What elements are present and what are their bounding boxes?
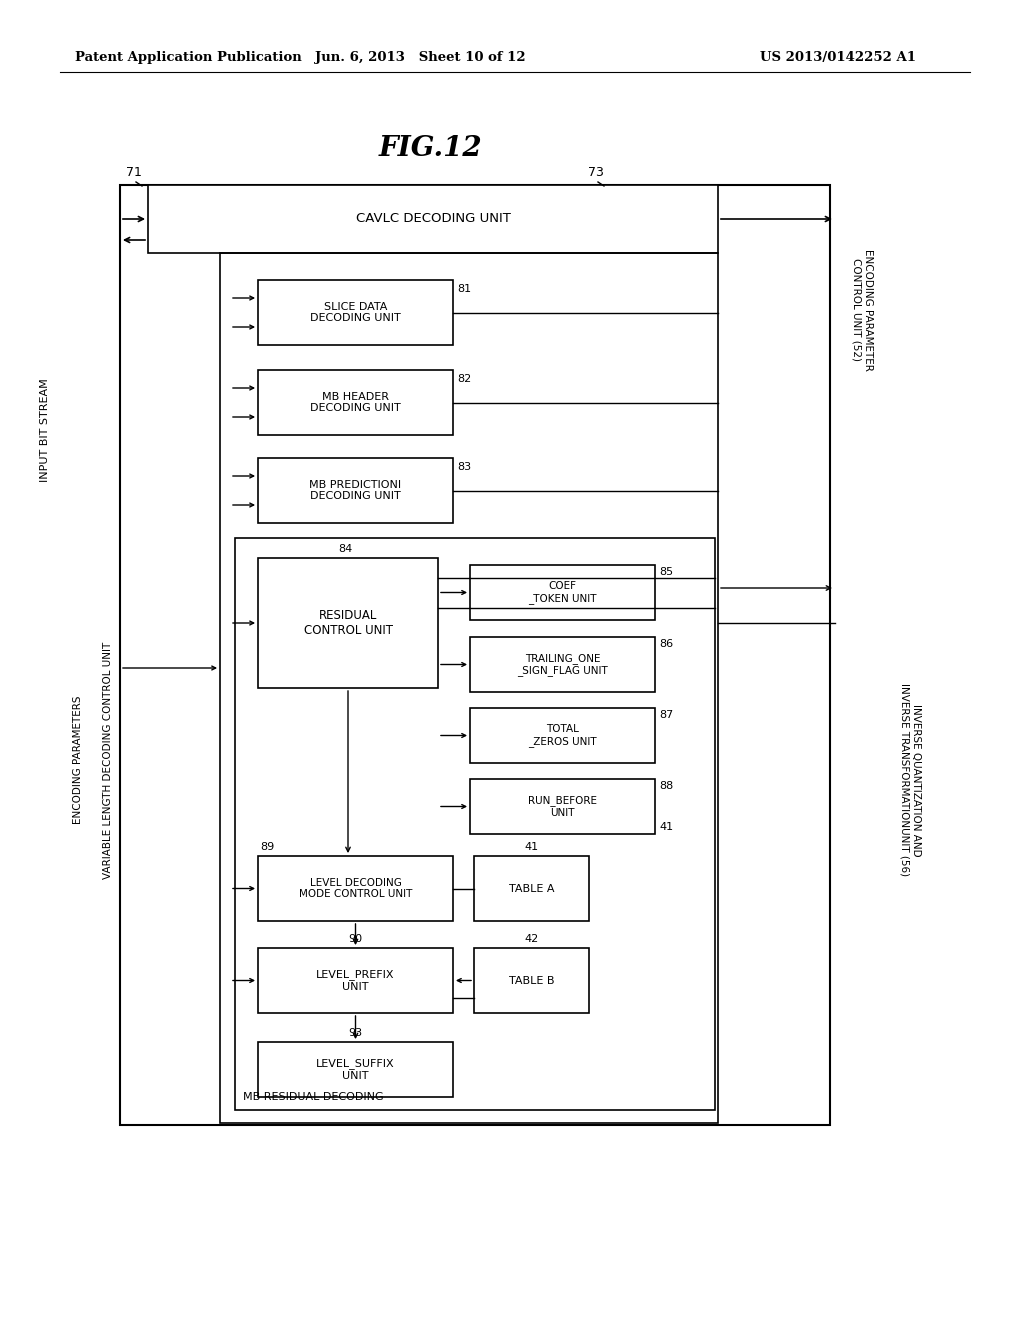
Bar [258,1041,453,1097]
Bar [474,948,589,1012]
Text: MB RESIDUAL DECODING: MB RESIDUAL DECODING [243,1092,384,1102]
Text: LEVEL_PREFIX
UNIT: LEVEL_PREFIX UNIT [316,969,394,991]
Bar [258,855,453,921]
Text: 84: 84 [338,544,352,554]
Text: 71: 71 [126,166,142,180]
Text: 87: 87 [659,710,673,719]
Bar [258,280,453,345]
Bar [220,253,718,1123]
Bar [258,370,453,436]
Text: 85: 85 [659,568,673,577]
Text: TABLE A: TABLE A [509,883,554,894]
Text: 86: 86 [659,639,673,649]
Text: TOTAL
_ZEROS UNIT: TOTAL _ZEROS UNIT [528,725,597,747]
Bar [470,638,655,692]
Text: FIG.12: FIG.12 [378,135,482,161]
Text: INPUT BIT STREAM: INPUT BIT STREAM [40,378,50,482]
Text: 41: 41 [659,822,673,832]
Text: 90: 90 [348,935,362,944]
Text: 89: 89 [260,842,274,851]
Text: CAVLC DECODING UNIT: CAVLC DECODING UNIT [355,213,510,226]
Bar [258,948,453,1012]
Bar [234,539,715,1110]
Bar [258,458,453,523]
Text: US 2013/0142252 A1: US 2013/0142252 A1 [760,51,916,65]
Text: 73: 73 [588,166,604,180]
Text: Jun. 6, 2013   Sheet 10 of 12: Jun. 6, 2013 Sheet 10 of 12 [314,51,525,65]
Text: LEVEL_SUFFIX
UNIT: LEVEL_SUFFIX UNIT [316,1059,395,1081]
Text: ENCODING PARAMETER
CONTROL UNIT (52): ENCODING PARAMETER CONTROL UNIT (52) [851,249,872,371]
Text: Patent Application Publication: Patent Application Publication [75,51,302,65]
Bar [474,855,589,921]
Text: MB PREDICTIONI
DECODING UNIT: MB PREDICTIONI DECODING UNIT [309,479,401,502]
Text: MB HEADER
DECODING UNIT: MB HEADER DECODING UNIT [310,392,400,413]
Text: 93: 93 [348,1028,362,1038]
Bar [148,185,718,253]
Text: 82: 82 [457,374,471,384]
Text: ENCODING PARAMETERS: ENCODING PARAMETERS [73,696,83,824]
Bar [470,565,655,620]
Text: INVERSE QUANTIZATION AND
INVERSE TRANSFORMATIONUNIT (56): INVERSE QUANTIZATION AND INVERSE TRANSFO… [899,684,921,876]
Text: RESIDUAL
CONTROL UNIT: RESIDUAL CONTROL UNIT [303,609,392,638]
Text: TABLE B: TABLE B [509,975,554,986]
Text: RUN_BEFORE
UNIT: RUN_BEFORE UNIT [528,795,597,818]
Text: 81: 81 [457,284,471,294]
Text: VARIABLE LENGTH DECODING CONTROL UNIT: VARIABLE LENGTH DECODING CONTROL UNIT [103,642,113,879]
Text: 83: 83 [457,462,471,473]
Text: TRAILING_ONE
_SIGN_FLAG UNIT: TRAILING_ONE _SIGN_FLAG UNIT [517,653,608,676]
Text: 41: 41 [524,842,539,851]
Text: COEF
_TOKEN UNIT: COEF _TOKEN UNIT [528,581,597,603]
Bar [258,558,438,688]
Bar [470,708,655,763]
Text: 88: 88 [659,781,673,791]
Bar [470,779,655,834]
Text: 42: 42 [524,935,539,944]
Text: LEVEL DECODING
MODE CONTROL UNIT: LEVEL DECODING MODE CONTROL UNIT [299,878,413,899]
Text: SLICE DATA
DECODING UNIT: SLICE DATA DECODING UNIT [310,302,400,323]
Bar [120,185,830,1125]
